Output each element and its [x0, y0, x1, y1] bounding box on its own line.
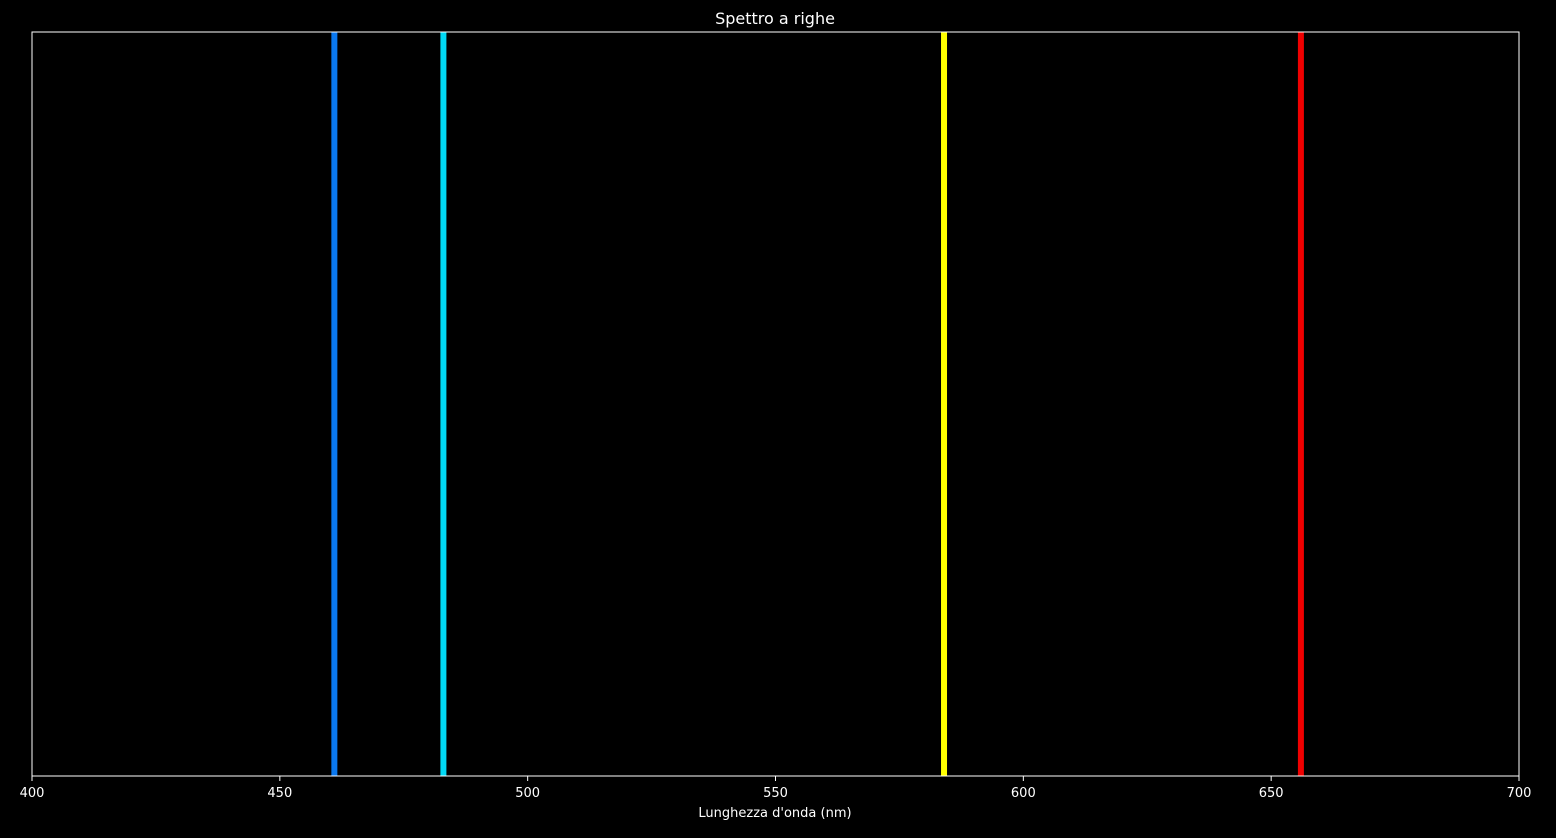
- x-axis-label: Lunghezza d'onda (nm): [698, 806, 851, 821]
- x-tick-label-600: 600: [1011, 786, 1036, 801]
- x-tick-label-650: 650: [1259, 786, 1284, 801]
- x-tick-label-500: 500: [515, 786, 540, 801]
- x-tick-label-550: 550: [763, 786, 788, 801]
- plot-area: [31, 31, 1520, 777]
- spectral-lines: [331, 32, 1304, 776]
- x-tick-label-400: 400: [20, 786, 45, 801]
- plot-background: [32, 32, 1519, 776]
- x-axis-ticks: 400 450 500 550 600 650 700: [20, 776, 1532, 801]
- x-tick-label-450: 450: [267, 786, 292, 801]
- x-tick-label-700: 700: [1507, 786, 1532, 801]
- chart-title: Spettro a righe: [715, 9, 835, 28]
